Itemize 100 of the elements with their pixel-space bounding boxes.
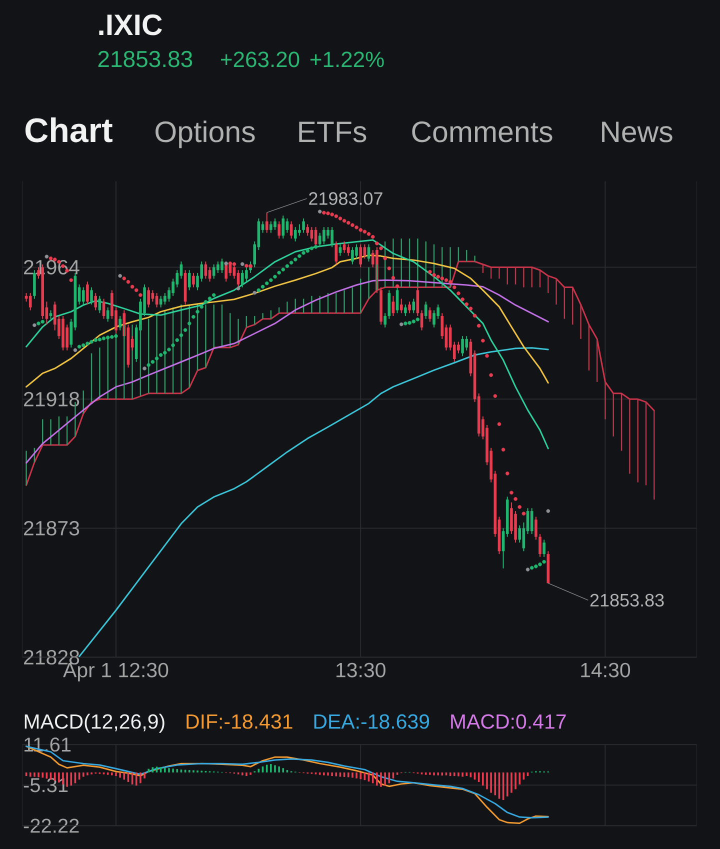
point — [150, 360, 155, 364]
x-tick-label: 13:30 — [336, 662, 386, 678]
point — [350, 223, 354, 227]
point — [518, 505, 522, 509]
point — [534, 564, 538, 568]
point — [526, 568, 530, 572]
point — [379, 246, 383, 250]
candlestick — [90, 286, 93, 306]
point — [472, 314, 477, 318]
point — [154, 356, 159, 360]
point — [481, 338, 485, 343]
candlestick — [338, 244, 342, 256]
point — [383, 256, 387, 260]
point — [36, 322, 40, 326]
candlestick — [278, 220, 280, 240]
point — [130, 284, 134, 289]
point — [118, 274, 122, 278]
point — [452, 285, 456, 290]
point — [408, 320, 412, 325]
candlestick — [322, 226, 326, 245]
point — [460, 297, 464, 302]
candlestick — [290, 220, 293, 240]
point — [476, 324, 481, 328]
point — [90, 340, 94, 344]
point — [228, 262, 232, 266]
series-label: DEA:-18.639 — [314, 714, 430, 729]
point — [375, 242, 379, 246]
point — [489, 373, 493, 377]
point — [497, 422, 502, 426]
y-tick-label: 21873 — [24, 520, 80, 536]
point — [126, 280, 130, 284]
text: News — [602, 122, 672, 142]
point — [399, 322, 404, 326]
point — [318, 210, 322, 214]
point — [542, 560, 546, 564]
point — [114, 334, 118, 338]
point — [167, 348, 171, 352]
chart-title: .IXIC — [99, 14, 162, 36]
point — [440, 276, 444, 280]
candlestick — [282, 215, 285, 240]
point — [163, 350, 167, 355]
point — [208, 296, 212, 300]
point — [252, 290, 257, 295]
point — [244, 264, 248, 268]
point — [448, 280, 452, 284]
point — [510, 490, 514, 495]
point — [326, 211, 330, 216]
candlestick — [334, 240, 338, 265]
candlestick — [534, 516, 538, 540]
y-tick-label: 21828 — [24, 650, 80, 665]
candlestick — [355, 244, 358, 260]
x-tick-label: Apr 1 12:30 — [63, 662, 168, 682]
candlestick — [164, 292, 166, 306]
point — [366, 232, 371, 236]
candlestick — [240, 270, 244, 288]
point — [122, 276, 126, 280]
point — [277, 270, 281, 275]
candlestick — [188, 270, 191, 291]
candlestick — [147, 286, 150, 308]
text: ETFs — [299, 122, 366, 142]
candlestick — [412, 298, 416, 314]
point — [183, 328, 188, 332]
point — [260, 284, 265, 289]
point — [69, 278, 74, 282]
point — [330, 212, 334, 216]
annotation: 21983.07 — [309, 192, 382, 205]
point — [464, 302, 468, 306]
point — [530, 566, 534, 570]
point — [322, 210, 326, 215]
point — [416, 318, 420, 322]
point — [212, 293, 216, 297]
point — [236, 286, 240, 290]
candlestick — [98, 295, 102, 314]
point — [395, 284, 400, 288]
text: Chart — [26, 117, 112, 142]
point — [338, 216, 342, 220]
point — [436, 274, 440, 279]
text: +263.20 — [221, 52, 300, 68]
point — [106, 336, 110, 340]
point — [73, 348, 78, 352]
point — [281, 268, 286, 272]
point — [538, 562, 542, 566]
candlestick — [102, 298, 106, 320]
point — [40, 320, 45, 324]
candlestick — [220, 258, 224, 274]
candlestick — [298, 224, 301, 236]
point — [432, 273, 436, 277]
point — [134, 288, 138, 292]
candlestick — [542, 539, 546, 558]
point — [391, 276, 396, 280]
point — [456, 291, 460, 296]
point — [289, 260, 294, 265]
point — [81, 343, 86, 348]
candlestick — [538, 533, 542, 558]
point — [285, 264, 290, 268]
point — [468, 306, 473, 310]
point — [314, 244, 318, 249]
point — [514, 497, 518, 501]
point — [302, 251, 306, 255]
candlestick — [420, 310, 424, 331]
